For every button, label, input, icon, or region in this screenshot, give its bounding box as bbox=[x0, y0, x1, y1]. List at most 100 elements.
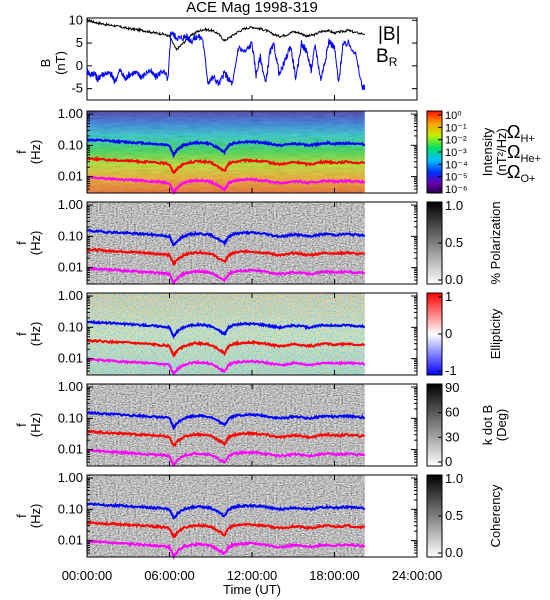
omega-he-line bbox=[86, 155, 366, 175]
colorbar-tick-label: 90 bbox=[445, 380, 459, 395]
colorbar-label: k dot B bbox=[480, 405, 495, 445]
omega-o-line bbox=[86, 448, 365, 468]
y-axis-unit: (Hz) bbox=[28, 504, 43, 529]
spectrogram-panels: 1.000.100.01f (Hz)10⁰10⁻¹10⁻²10⁻³10⁻⁴10⁻⁵… bbox=[14, 106, 509, 560]
colorbar-tick-label: 10⁻³ bbox=[445, 147, 467, 159]
y-tick-label: 0.01 bbox=[58, 442, 83, 457]
series-line-b-total bbox=[86, 18, 366, 52]
x-tick-label: 12:00:00 bbox=[227, 568, 278, 583]
colorbar-tick-label: 1.0 bbox=[445, 471, 463, 486]
magnetic-field-yunit: (nT) bbox=[53, 51, 68, 75]
legend-omega-o: ΩO+ bbox=[507, 162, 535, 185]
y-tick-label: 1.00 bbox=[58, 470, 83, 485]
chart-title: ACE Mag 1998-319 bbox=[186, 0, 318, 16]
omega-he-line bbox=[86, 520, 366, 539]
y-tick-label: 0.01 bbox=[58, 351, 83, 366]
legend-omega-o-subscript: O+ bbox=[520, 173, 535, 185]
legend-omega-h-subscript: H+ bbox=[520, 133, 534, 145]
colorbar-tick-label: 10⁻⁴ bbox=[445, 159, 468, 171]
y-tick-label: 0.10 bbox=[58, 319, 83, 334]
legend-b-radial-symbol: B bbox=[376, 46, 389, 67]
magnetic-field-ylabel: B bbox=[38, 59, 53, 68]
y-tick-label: 0.10 bbox=[58, 501, 83, 516]
y-axis-unit: (Hz) bbox=[28, 231, 43, 256]
colorbar-tick-label: 0.5 bbox=[445, 235, 463, 250]
omega-o-line bbox=[86, 266, 366, 285]
x-tick-label: 06:00:00 bbox=[144, 568, 195, 583]
colorbar-tick-label: 1.0 bbox=[445, 198, 463, 213]
legend-b-radial: BR bbox=[376, 46, 398, 69]
y-tick-label: 0.10 bbox=[58, 137, 83, 152]
omega-he-line bbox=[86, 429, 366, 448]
omega-o-line bbox=[86, 175, 366, 196]
omega-h-line bbox=[86, 228, 366, 247]
omega-h-line bbox=[86, 502, 366, 520]
omega-h-line bbox=[86, 138, 366, 159]
colorbar-unit: (Deg) bbox=[494, 409, 509, 442]
x-tick-label: 18:00:00 bbox=[309, 568, 360, 583]
y-axis-label: f bbox=[14, 423, 29, 427]
omega-h-line bbox=[86, 410, 366, 431]
y-tick-label: 10 bbox=[69, 12, 83, 27]
magnetic-field-frame bbox=[86, 17, 418, 101]
colorbar-tick-label: 0 bbox=[445, 454, 452, 469]
colorbar-tick-label: 1 bbox=[445, 289, 452, 304]
colorbar-tick-label: 10⁻¹ bbox=[445, 122, 467, 134]
legend-omega-he-symbol: Ω bbox=[507, 142, 520, 162]
y-tick-label: 0.01 bbox=[58, 260, 83, 275]
colorbar-tick-label: 10⁻⁶ bbox=[445, 184, 468, 196]
colorbar-label: Intensity bbox=[480, 127, 495, 176]
y-axis-unit: (Hz) bbox=[28, 140, 43, 165]
y-axis-label: f bbox=[14, 514, 29, 518]
wave-normal-angle-panel: 1.00 0.10 0.01 f (Hz) 90 60 30 0 k dot B (Deg) bbox=[14, 379, 509, 469]
y-tick-label: 1.00 bbox=[58, 197, 83, 212]
y-axis-label: f bbox=[14, 241, 29, 245]
y-tick-label: 0.10 bbox=[58, 228, 83, 243]
y-axis-label: f bbox=[14, 332, 29, 336]
colorbar-tick-label: 10⁻⁵ bbox=[445, 172, 468, 184]
colorbar-unit: (nT²/Hz) bbox=[494, 128, 509, 176]
colorbar-tick-label: 0 bbox=[445, 326, 452, 341]
gyrofrequency-legend: ΩH+ ΩHe+ ΩO+ bbox=[507, 122, 541, 185]
colorbar-tick-label: 60 bbox=[445, 405, 459, 420]
colorbar-label: Ellipticity bbox=[488, 308, 503, 359]
polarization-panel: 1.00 0.10 0.01 f (Hz) 1.0 0.5 0.0 % Polarization bbox=[14, 197, 503, 287]
omega-o-line bbox=[87, 538, 365, 560]
colorbar-tick-label: 0.0 bbox=[445, 545, 463, 560]
y-tick-label: -5 bbox=[71, 81, 83, 96]
y-tick-label: 0.01 bbox=[58, 533, 83, 548]
y-tick-label: 1.00 bbox=[58, 106, 83, 121]
legend-b-radial-subscript: R bbox=[389, 55, 398, 69]
series-line-b-radial bbox=[86, 31, 366, 91]
colorbar-tick-label: 0.5 bbox=[445, 508, 463, 523]
colorbar-tick-label: 10⁰ bbox=[445, 110, 462, 122]
legend-omega-he-subscript: He+ bbox=[520, 153, 541, 165]
y-axis-unit: (Hz) bbox=[28, 413, 43, 438]
colorbar bbox=[426, 383, 443, 467]
y-tick-label: 0.10 bbox=[58, 410, 83, 425]
y-tick-label: 1.00 bbox=[58, 288, 83, 303]
x-axis-label: Time (UT) bbox=[223, 582, 281, 597]
omega-he-line bbox=[86, 247, 366, 267]
magnetic-field-series bbox=[86, 18, 366, 91]
omega-he-line bbox=[86, 338, 366, 358]
omega-h-line bbox=[86, 319, 366, 339]
y-tick-label: 1.00 bbox=[58, 379, 83, 394]
y-tick-label: 5 bbox=[76, 35, 83, 50]
ellipticity-panel: 1.00 0.10 0.01 f (Hz) 1 0 -1 Ellipticity bbox=[14, 288, 503, 378]
legend-b-total: |B| bbox=[378, 24, 401, 45]
colorbar-tick-label: 10⁻² bbox=[445, 135, 467, 147]
y-axis-unit: (Hz) bbox=[28, 322, 43, 347]
magnetic-field-yticks: 10 5 0 -5 bbox=[69, 12, 418, 100]
colorbar-label: % Polarization bbox=[488, 201, 503, 284]
x-tick-label: 24:00:00 bbox=[392, 568, 443, 583]
legend-omega-o-symbol: Ω bbox=[507, 162, 520, 182]
colorbar-tick-label: 30 bbox=[445, 429, 459, 444]
colorbar-tick-label: -1 bbox=[445, 363, 457, 378]
power-spectrum-panel: 1.00 0.10 0.01 f (Hz) 10⁰10⁻¹10⁻²10⁻³10⁻⁴10⁻⁵… bbox=[14, 106, 509, 196]
colorbar-tick-label: 0.0 bbox=[445, 272, 463, 287]
y-tick-label: 0.01 bbox=[58, 169, 83, 184]
x-tick-label: 00:00:00 bbox=[62, 568, 113, 583]
x-axis: 00:00:00 06:00:00 12:00:00 18:00:00 24:0… bbox=[62, 568, 443, 597]
omega-o-line bbox=[86, 357, 365, 376]
